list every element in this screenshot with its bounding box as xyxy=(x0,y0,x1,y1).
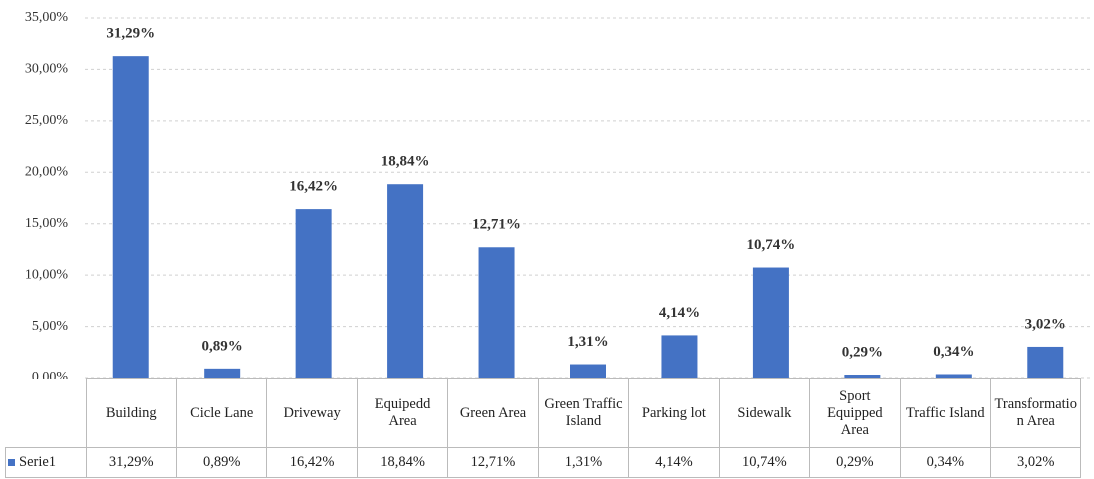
category-cell: Equipedd Area xyxy=(356,378,449,448)
y-tick-label: 20,00% xyxy=(25,165,69,180)
value-label: 0,29% xyxy=(842,344,883,360)
value-label: 12,71% xyxy=(472,217,521,233)
category-cell: Green Area xyxy=(447,378,539,448)
value-label: 3,02% xyxy=(1025,316,1066,332)
data-table: Building Cicle Lane Driveway Equipedd Area G… xyxy=(5,378,1082,478)
value-cell: 31,29% xyxy=(85,447,177,478)
category-cell: Driveway xyxy=(266,378,358,448)
y-tick-label: 35,00% xyxy=(25,10,69,25)
bar xyxy=(387,184,424,378)
category-cell: Transformation Area xyxy=(990,378,1082,448)
value-cell: 18,84% xyxy=(356,447,449,478)
y-tick-label: 10,00% xyxy=(25,267,69,282)
value-cell: 3,02% xyxy=(990,447,1082,478)
value-label: 10,74% xyxy=(747,237,796,253)
legend-swatch xyxy=(8,459,15,466)
bar xyxy=(204,368,241,378)
bar xyxy=(1027,346,1064,378)
bar xyxy=(935,374,972,378)
value-label: 4,14% xyxy=(659,305,700,321)
value-label: 18,84% xyxy=(381,154,430,170)
value-label: 0,89% xyxy=(202,338,243,354)
category-cell: Parking lot xyxy=(628,378,720,448)
value-cell: 12,71% xyxy=(447,447,539,478)
value-label: 0,34% xyxy=(933,344,974,360)
bar xyxy=(570,364,606,378)
y-tick-label: 5,00% xyxy=(32,319,69,334)
value-cell: 1,31% xyxy=(537,447,630,478)
value-cell: 0,29% xyxy=(809,447,901,478)
category-cell: Green Traffic Island xyxy=(537,378,630,448)
bar xyxy=(661,335,698,378)
value-label: 16,42% xyxy=(289,179,338,195)
bar xyxy=(478,247,515,378)
category-cell: Sidewalk xyxy=(718,378,811,448)
bar xyxy=(844,375,881,378)
y-tick-label: 30,00% xyxy=(25,62,69,77)
category-cell: Traffic Island xyxy=(899,378,992,448)
legend-cell: Serie1 xyxy=(5,447,87,478)
category-cell: Sport Equipped Area xyxy=(809,378,901,448)
category-cell: Building xyxy=(85,378,177,448)
chart: 0,00% 5,00% 10,00% 15,00% 20,00% 25,00% 30,00%… xyxy=(25,10,1091,379)
value-cell: 4,14% xyxy=(628,447,720,478)
y-tick-label: 0,00% xyxy=(32,370,69,379)
value-cell: 10,74% xyxy=(718,447,811,478)
value-cell: 0,89% xyxy=(175,447,268,478)
y-tick-label: 15,00% xyxy=(25,216,69,231)
y-tick-label: 25,00% xyxy=(25,113,69,128)
value-label: 31,29% xyxy=(106,26,155,42)
value-label: 1,31% xyxy=(567,334,608,350)
table-corner xyxy=(5,378,87,448)
category-cell: Cicle Lane xyxy=(175,378,268,448)
bar xyxy=(295,209,332,378)
value-cell: 16,42% xyxy=(266,447,358,478)
value-cell: 0,34% xyxy=(899,447,992,478)
bar xyxy=(752,267,789,378)
bar xyxy=(112,56,149,378)
legend-label: Serie1 xyxy=(19,454,57,470)
